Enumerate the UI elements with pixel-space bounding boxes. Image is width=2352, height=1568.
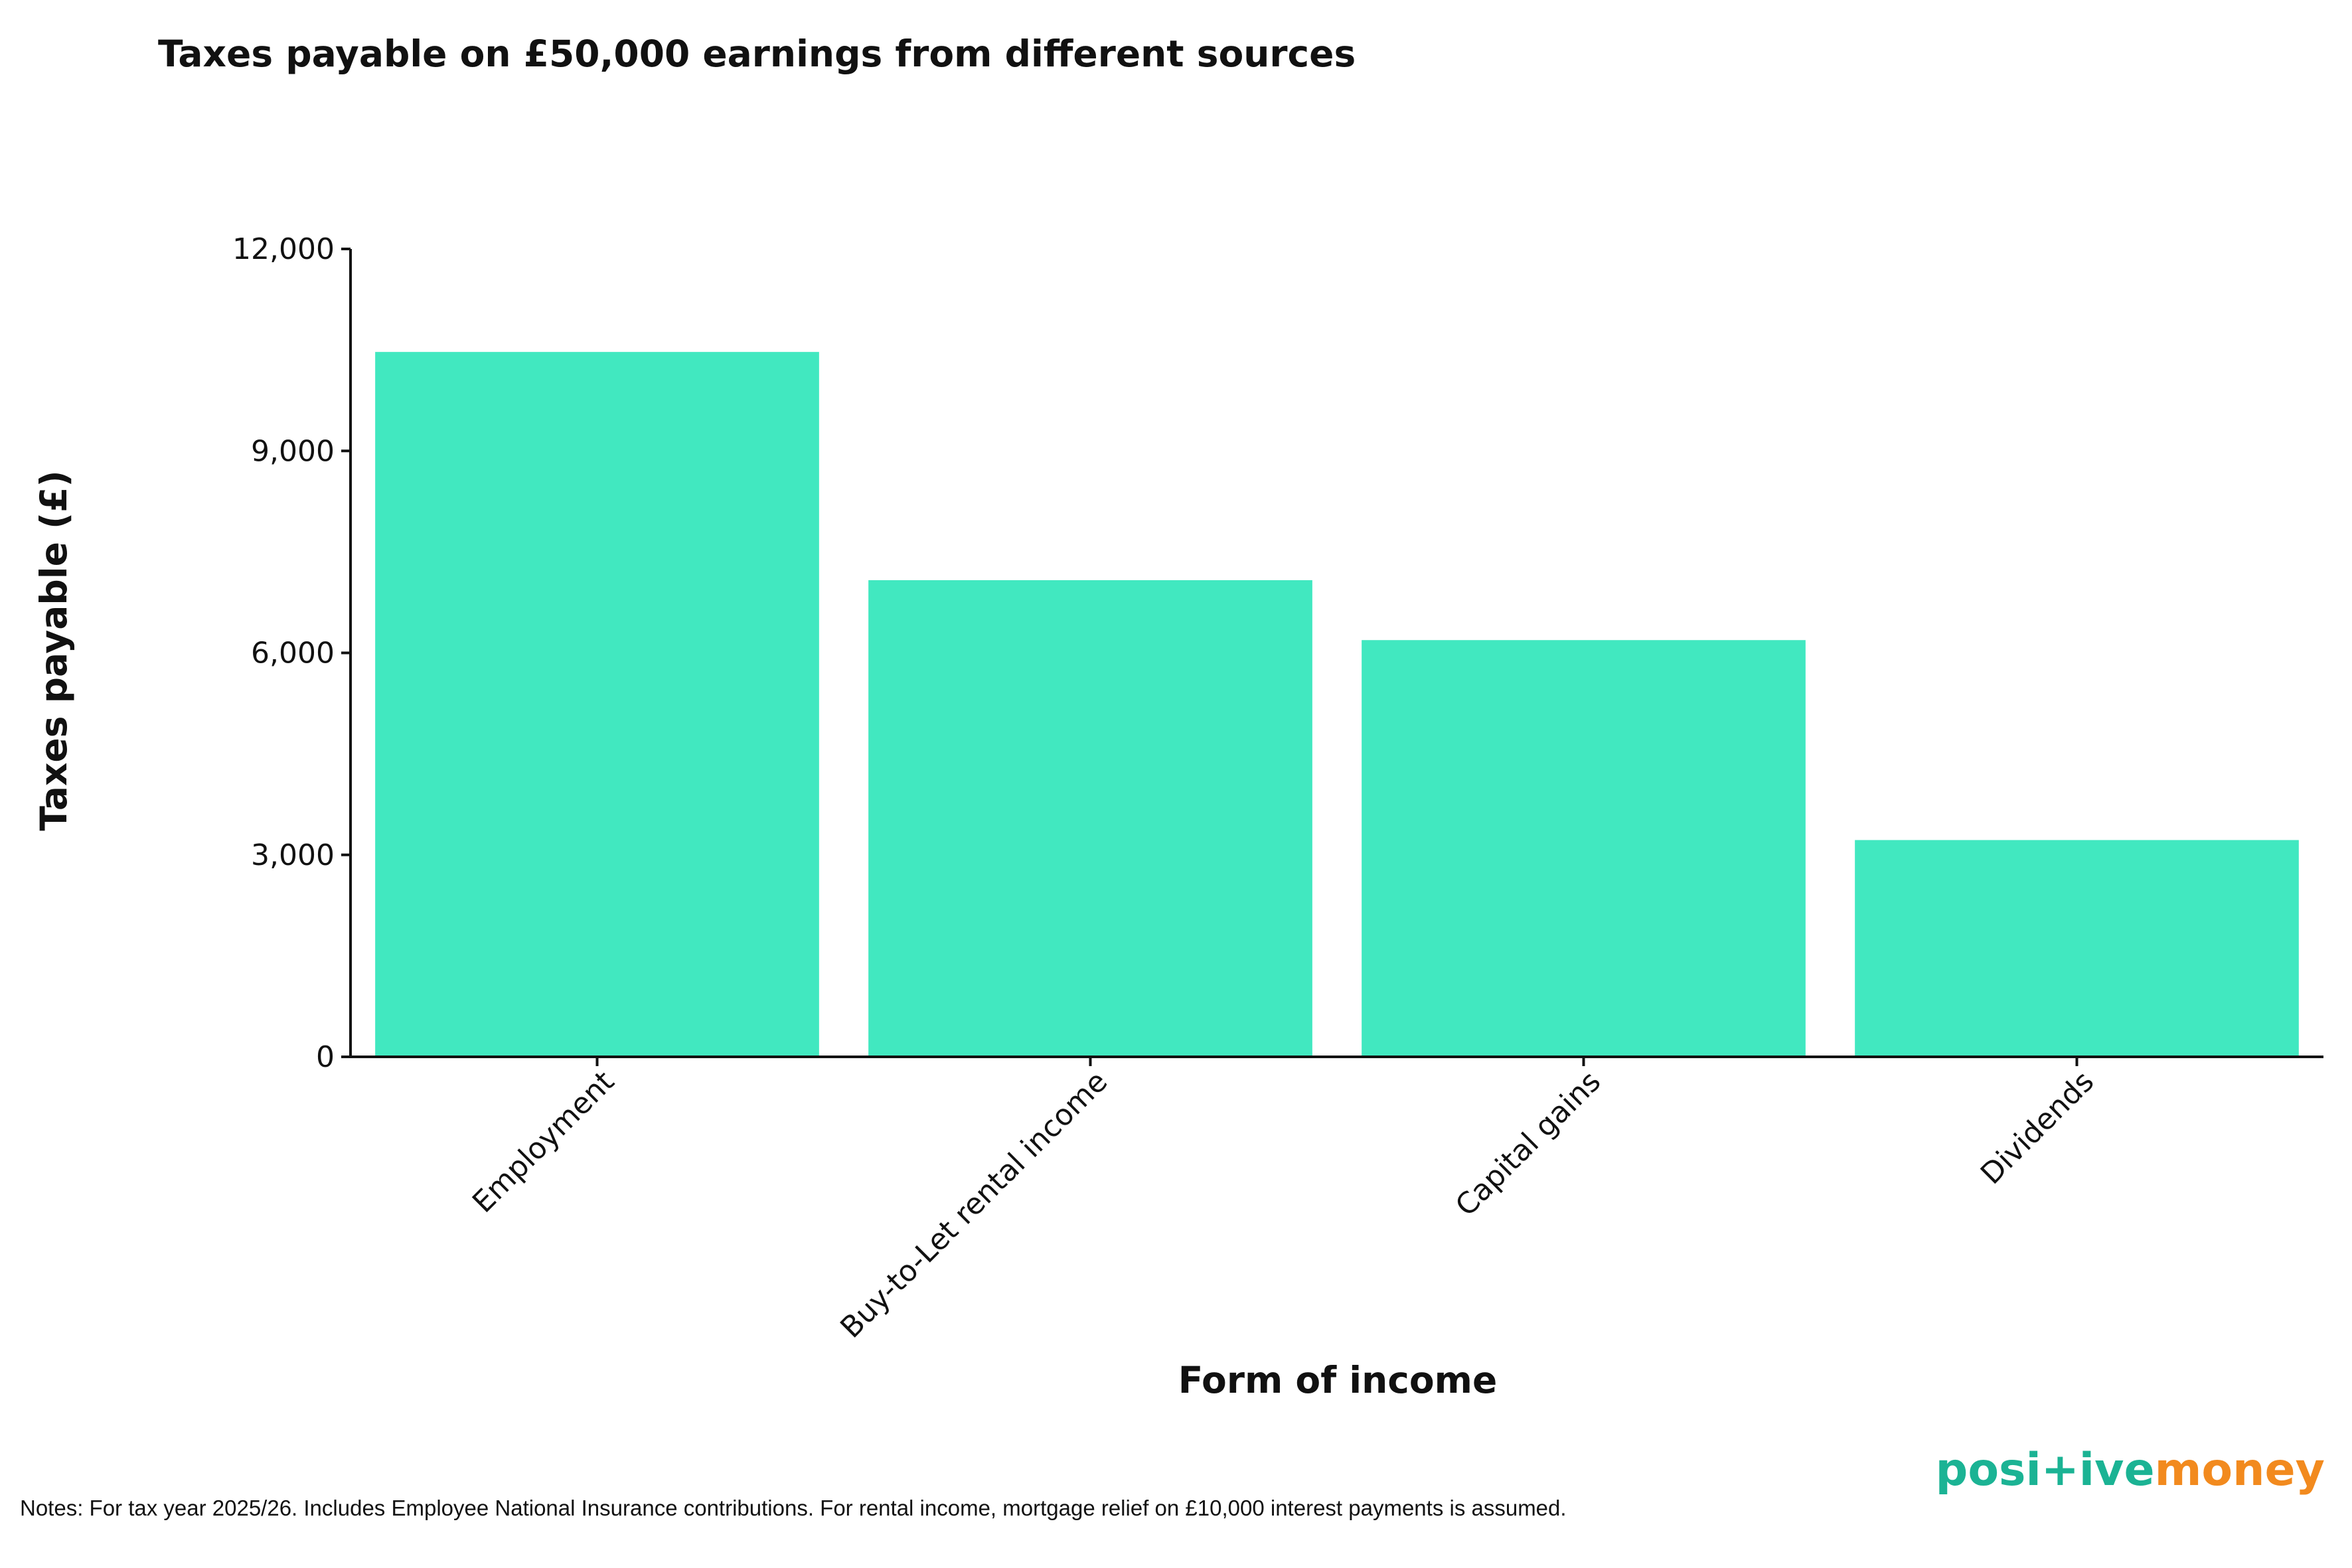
x-tick-label: Dividends [1974,1065,2100,1191]
y-tick-label: 9,000 [251,434,335,468]
logo-part-money: money [2155,1444,2325,1496]
y-tick-label: 6,000 [251,637,335,670]
x-tick-label: Employment [466,1065,621,1219]
y-axis: 0 3,000 6,000 9,000 12,000 [232,232,352,1074]
x-tick-label: Buy-to-Let rental income [834,1065,1114,1345]
bars-group [375,352,2299,1057]
y-tick-label: 0 [316,1040,335,1074]
chart-title: Taxes payable on £50,000 earnings from d… [158,33,1356,75]
x-tick-label: Capital gains [1449,1065,1607,1223]
positive-money-logo: posi+ivemoney [1936,1444,2325,1496]
bar-3 [1855,840,2299,1057]
y-axis-title: Taxes payable (£) [33,470,75,830]
notes-text: Notes: For tax year 2025/26. Includes Em… [20,1496,1567,1520]
x-axis-title: Form of income [1178,1359,1498,1401]
bar-2 [1362,640,1806,1057]
bar-1 [868,580,1312,1057]
y-tick-label: 12,000 [232,232,335,266]
logo-part-positive: posi+ive [1936,1444,2155,1496]
y-tick-label: 3,000 [251,838,335,872]
bar-0 [375,352,819,1057]
x-axis: Employment Buy-to-Let rental income Capita… [351,1056,2323,1345]
